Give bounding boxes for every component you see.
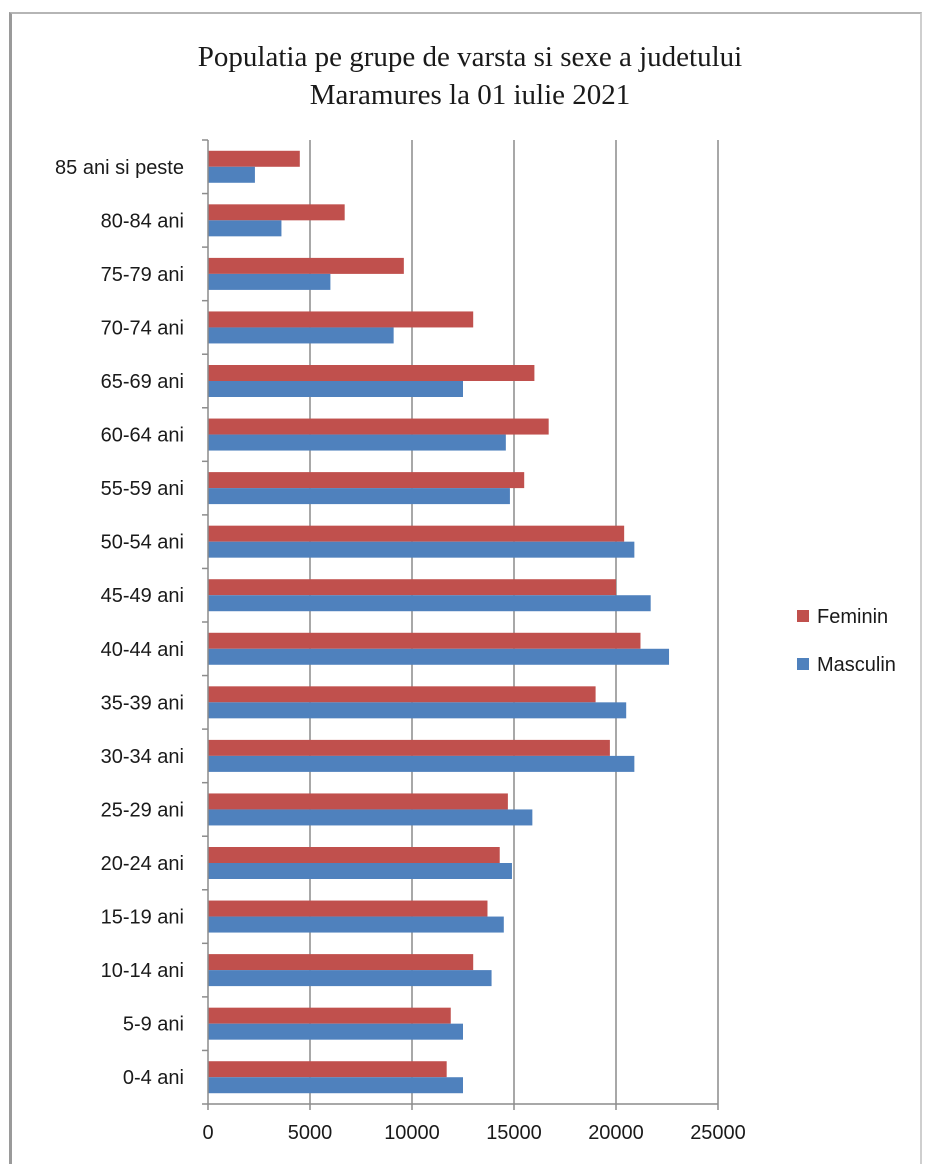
x-tick-label: 15000 bbox=[486, 1122, 542, 1144]
legend-label-feminin: Feminin bbox=[817, 606, 888, 628]
bar-masculin-15 bbox=[208, 970, 492, 987]
bar-feminin-17 bbox=[208, 1061, 447, 1078]
category-label: 80-84 ani bbox=[101, 210, 184, 232]
category-label: 35-39 ani bbox=[101, 692, 184, 714]
bar-masculin-7 bbox=[208, 541, 635, 558]
bar-feminin-4 bbox=[208, 365, 535, 381]
bar-masculin-14 bbox=[208, 916, 504, 933]
bar-masculin-2 bbox=[208, 273, 331, 290]
bar-masculin-11 bbox=[208, 755, 635, 772]
chart-title-line-1: Populatia pe grupe de varsta si sexe a j… bbox=[197, 41, 743, 73]
category-label: 15-19 ani bbox=[101, 907, 184, 929]
category-label: 60-64 ani bbox=[101, 425, 184, 447]
category-label: 70-74 ani bbox=[101, 317, 184, 339]
bar-feminin-9 bbox=[208, 632, 641, 649]
bar-feminin-5 bbox=[208, 418, 549, 435]
bar-feminin-3 bbox=[208, 311, 474, 328]
bar-feminin-12 bbox=[208, 793, 508, 810]
bar-feminin-11 bbox=[208, 739, 610, 756]
bar-masculin-10 bbox=[208, 702, 627, 719]
bar-masculin-3 bbox=[208, 327, 394, 344]
category-label: 0-4 ani bbox=[123, 1067, 184, 1089]
category-label: 65-69 ani bbox=[101, 371, 184, 393]
category-label: 50-54 ani bbox=[101, 532, 184, 554]
bar-feminin-1 bbox=[208, 204, 345, 221]
bar-feminin-10 bbox=[208, 686, 596, 703]
bar-masculin-5 bbox=[208, 434, 506, 451]
x-tick-label: 20000 bbox=[588, 1122, 644, 1144]
bar-masculin-12 bbox=[208, 809, 533, 826]
x-tick-label: 10000 bbox=[384, 1122, 440, 1144]
bar-feminin-16 bbox=[208, 1007, 451, 1024]
bar-masculin-9 bbox=[208, 648, 670, 665]
category-label: 5-9 ani bbox=[123, 1014, 184, 1036]
legend-swatch-masculin bbox=[797, 658, 809, 670]
bar-feminin-7 bbox=[208, 525, 625, 542]
category-label: 20-24 ani bbox=[101, 853, 184, 875]
category-label: 85 ani si peste bbox=[55, 157, 184, 179]
bar-masculin-4 bbox=[208, 381, 463, 397]
bar-masculin-8 bbox=[208, 595, 651, 612]
category-label: 40-44 ani bbox=[101, 639, 184, 661]
chart-title-line-2: Maramures la 01 iulie 2021 bbox=[309, 79, 631, 111]
bar-feminin-8 bbox=[208, 579, 616, 596]
bar-feminin-13 bbox=[208, 847, 500, 863]
bar-masculin-13 bbox=[208, 863, 512, 879]
category-label: 30-34 ani bbox=[101, 746, 184, 768]
bar-feminin-15 bbox=[208, 954, 474, 971]
x-tick-label: 25000 bbox=[690, 1122, 746, 1144]
bar-masculin-16 bbox=[208, 1023, 463, 1040]
legend-swatch-feminin bbox=[797, 610, 809, 622]
bar-masculin-1 bbox=[208, 220, 282, 237]
legend-label-masculin: Masculin bbox=[817, 654, 896, 676]
bar-feminin-14 bbox=[208, 900, 488, 917]
bar-feminin-6 bbox=[208, 472, 525, 489]
bar-masculin-17 bbox=[208, 1077, 463, 1094]
category-label: 45-49 ani bbox=[101, 585, 184, 607]
category-label: 25-29 ani bbox=[101, 799, 184, 821]
bar-feminin-0 bbox=[208, 150, 300, 167]
bar-masculin-6 bbox=[208, 488, 510, 505]
bar-feminin-2 bbox=[208, 257, 404, 274]
category-label: 75-79 ani bbox=[101, 264, 184, 286]
x-tick-label: 0 bbox=[202, 1122, 213, 1144]
category-label: 55-59 ani bbox=[101, 478, 184, 500]
category-label: 10-14 ani bbox=[101, 960, 184, 982]
bar-masculin-0 bbox=[208, 166, 255, 183]
x-tick-label: 5000 bbox=[288, 1122, 333, 1144]
